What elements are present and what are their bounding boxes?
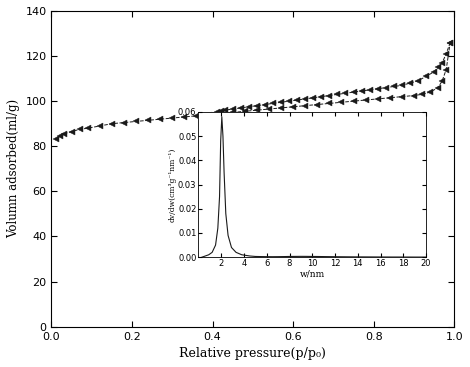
X-axis label: Relative pressure(p/p₀): Relative pressure(p/p₀) — [180, 347, 326, 360]
Y-axis label: Volumn adsorbed(ml/g): Volumn adsorbed(ml/g) — [7, 99, 20, 238]
